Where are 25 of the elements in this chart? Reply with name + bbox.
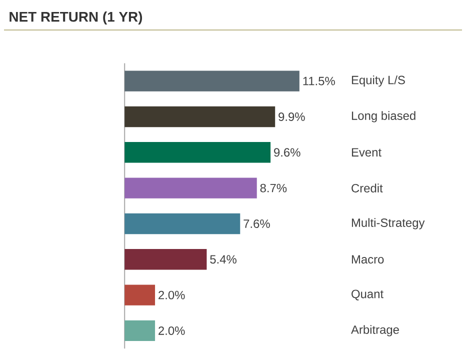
y-tick-label: Credit (352, 184, 383, 192)
bar (124, 284, 156, 306)
data-label: 11.5% (303, 76, 335, 86)
data-label: 7.6% (244, 219, 270, 228)
y-tick-label: Long biased (352, 111, 416, 122)
y-tick-label: Equity L/S (352, 75, 405, 87)
bar (124, 106, 276, 128)
bar (124, 70, 300, 92)
y-tick-label: Event (352, 148, 382, 157)
y-tick-label: Macro (352, 255, 384, 264)
chart-title: NET RETURN (1 YR) (10, 11, 142, 24)
bar (124, 213, 240, 234)
data-label: 8.7% (260, 184, 287, 192)
data-label: 2.0% (158, 290, 185, 300)
y-tick-label: Arbitrage (351, 325, 399, 336)
data-label: 5.4% (210, 255, 236, 264)
y-tick-label: Quant (352, 290, 384, 300)
bar (124, 178, 257, 198)
data-label: 9.9% (278, 112, 305, 121)
y-tick-label: Multi-Strategy (352, 218, 425, 230)
data-label: 2.0% (158, 326, 185, 335)
bar (124, 320, 156, 342)
bar (124, 249, 207, 270)
data-label: 9.6% (274, 148, 300, 157)
bar (124, 142, 271, 163)
